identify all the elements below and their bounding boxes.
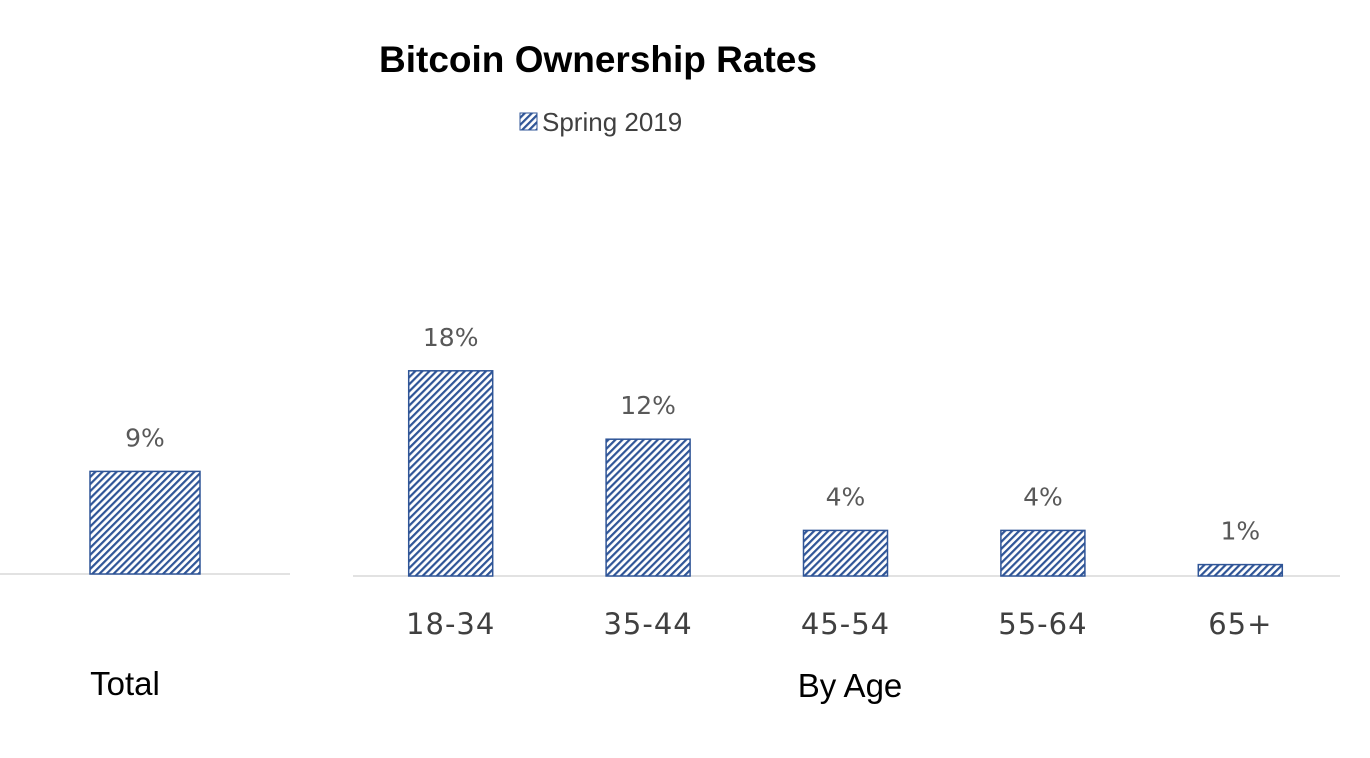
chart-title: Bitcoin Ownership Rates	[379, 39, 817, 80]
tick-label: 55-64	[998, 607, 1087, 641]
bar	[407, 370, 494, 577]
panel-total: 9% Total	[0, 423, 290, 702]
legend-label: Spring 2019	[542, 107, 682, 137]
data-label: 4%	[1023, 482, 1063, 511]
data-label: 4%	[826, 482, 866, 511]
data-label: 12%	[620, 391, 676, 420]
group-label: Total	[90, 665, 160, 702]
tick-label: 18-34	[406, 607, 495, 641]
bar	[1000, 529, 1086, 577]
panel-by-age: 18% 18-34 12% 35-44 4% 45-54 4% 55-64 1% 65+ By Ag…	[353, 323, 1340, 704]
bar	[802, 529, 889, 577]
tick-label: 45-54	[801, 607, 890, 641]
data-label: 1%	[1220, 517, 1260, 546]
legend: Spring 2019	[519, 107, 682, 137]
group-label: By Age	[798, 667, 903, 704]
bar	[89, 470, 201, 575]
tick-label: 65+	[1208, 607, 1272, 641]
bar	[605, 438, 691, 577]
tick-label: 35-44	[603, 607, 692, 641]
legend-swatch	[519, 112, 538, 131]
bar	[1197, 563, 1284, 577]
data-label: 18%	[423, 323, 479, 352]
data-label: 9%	[125, 423, 165, 452]
